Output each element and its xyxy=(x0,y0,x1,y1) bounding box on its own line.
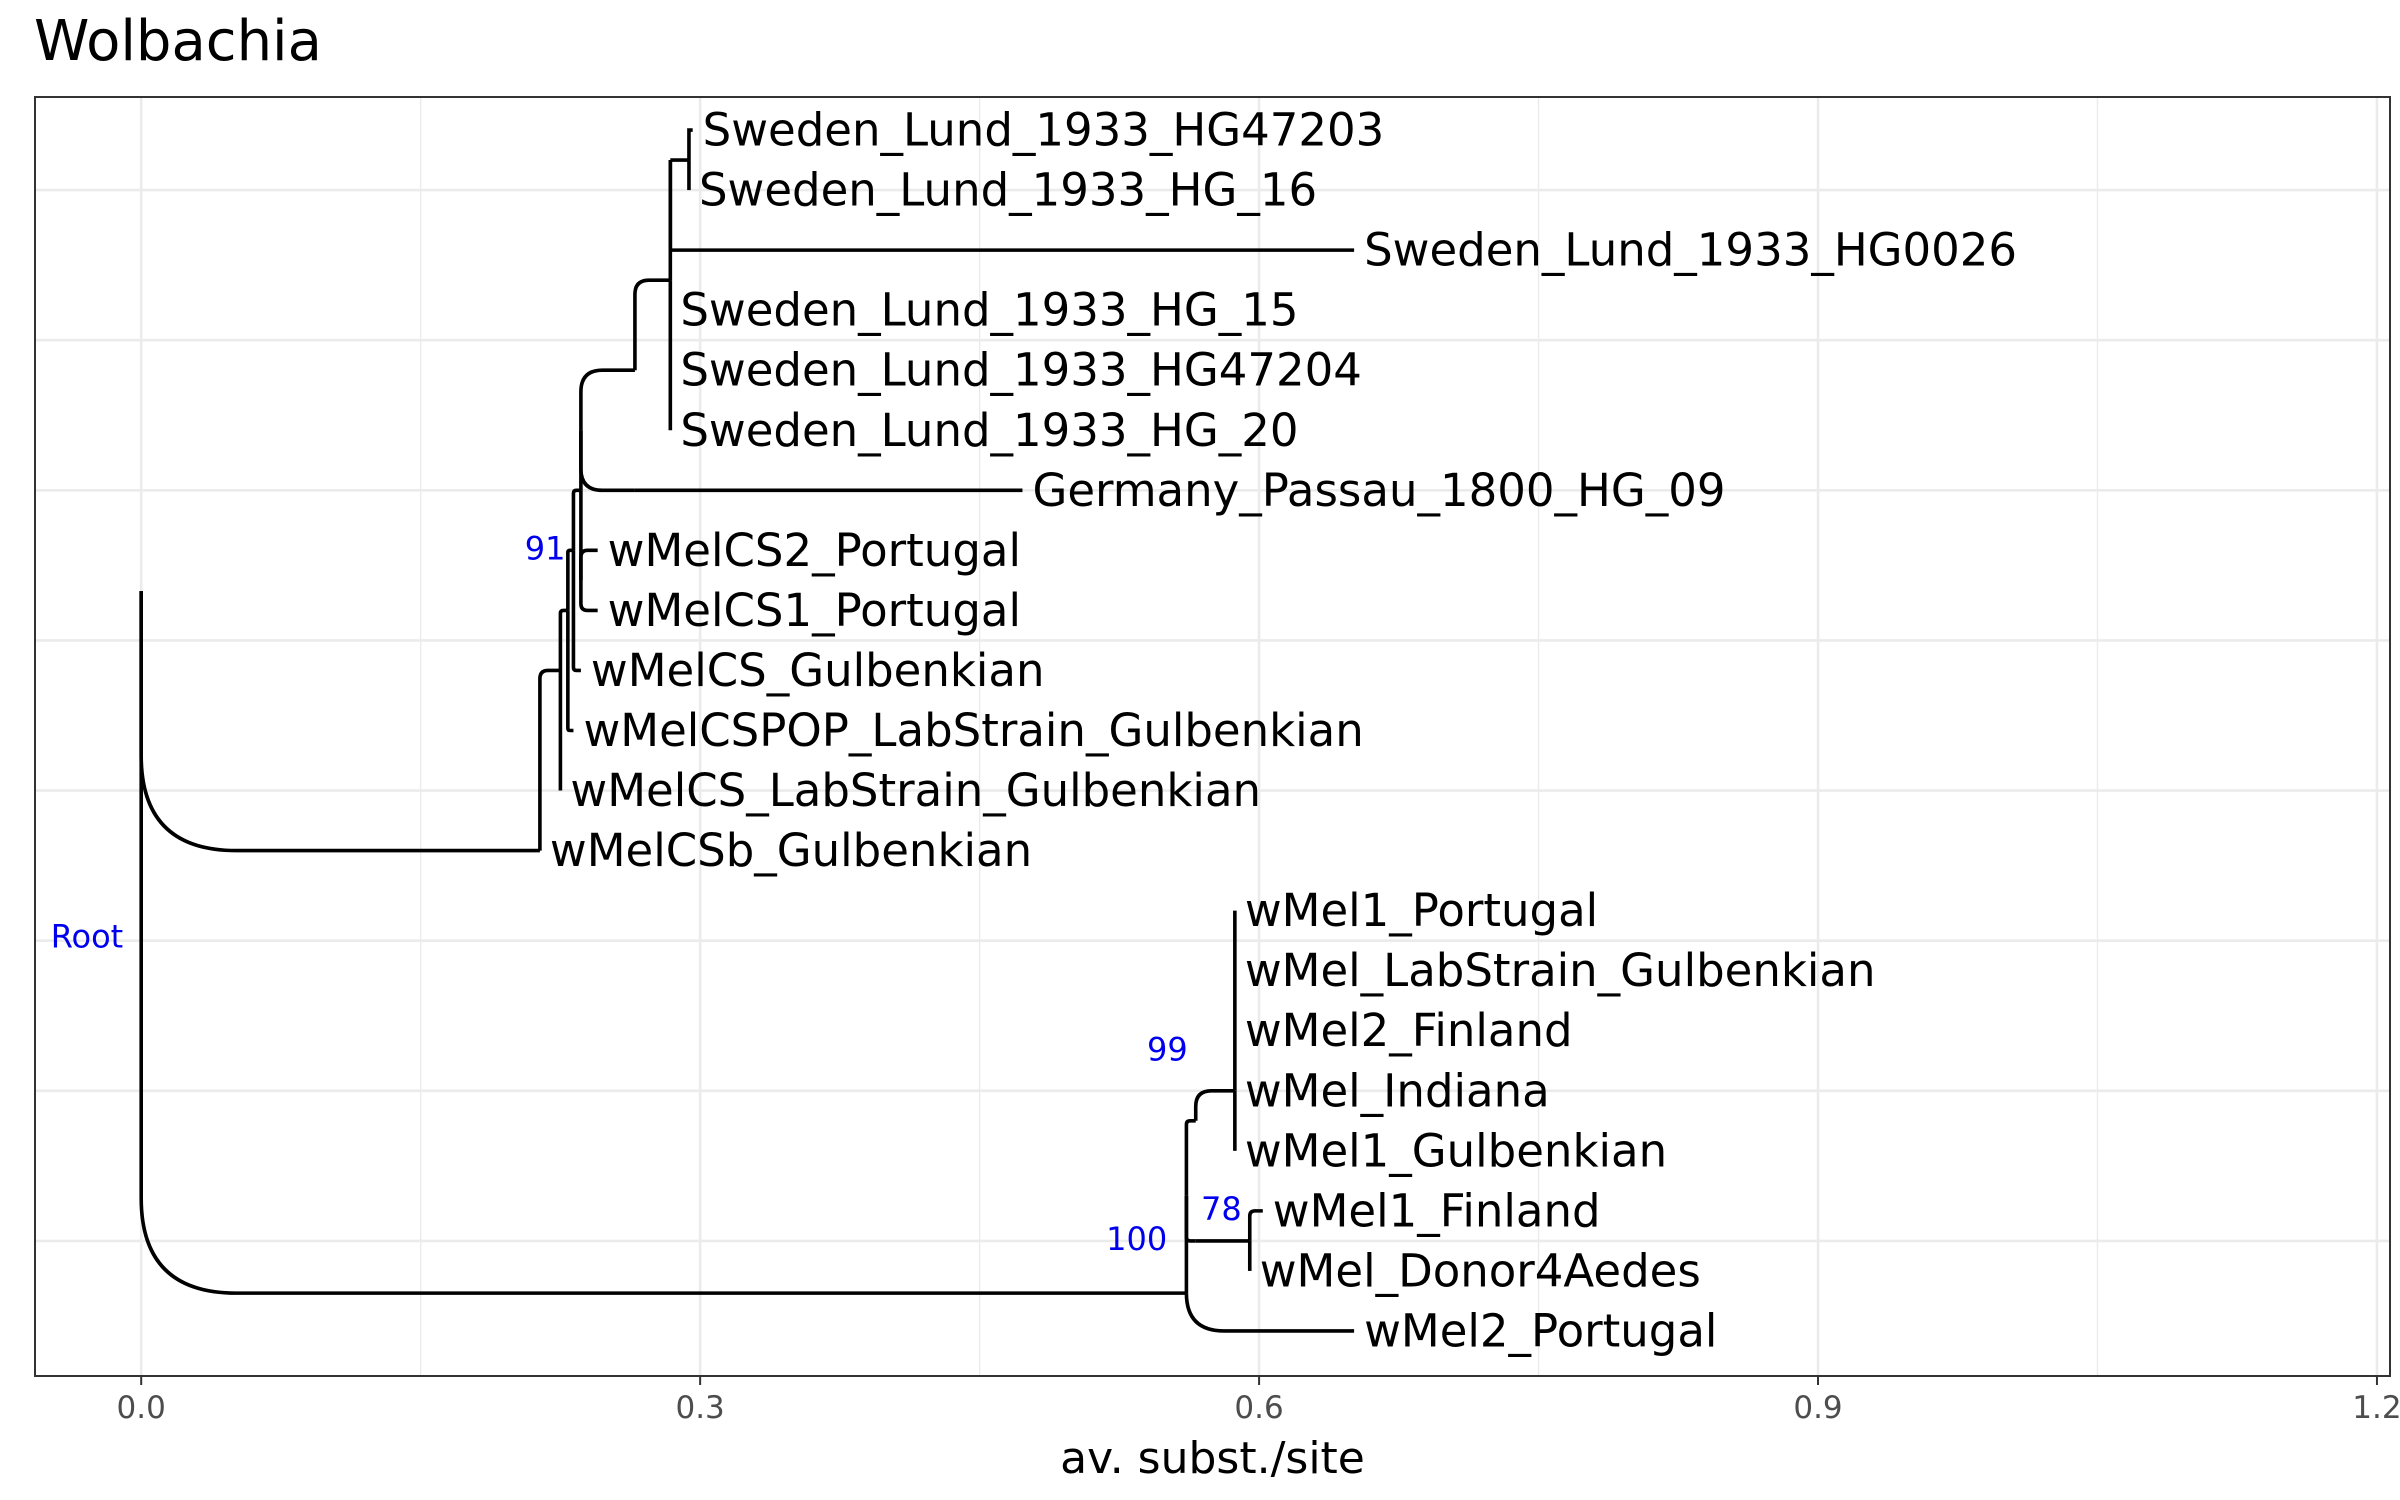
node-support-label: 78 xyxy=(1201,1190,1242,1228)
tree-branch xyxy=(566,548,574,611)
x-tick-label: 0.6 xyxy=(1234,1390,1283,1426)
tip-label: Sweden_Lund_1933_HG_16 xyxy=(699,164,1317,217)
tree-branch xyxy=(538,668,561,761)
tree-branch xyxy=(558,608,568,671)
tree-branch xyxy=(1193,1088,1235,1121)
support-values: Root 91 99 100 78 xyxy=(51,529,1242,1258)
panel-border xyxy=(34,96,2391,1377)
tip-label: wMel2_Finland xyxy=(1245,1004,1573,1057)
tree-branch xyxy=(633,278,671,371)
tip-label: wMel1_Portugal xyxy=(1245,884,1598,937)
tree-branch xyxy=(1184,1119,1196,1196)
tip-label: wMelCSb_Gulbenkian xyxy=(550,824,1032,877)
x-tick-label: 0.3 xyxy=(675,1390,724,1426)
x-tick-label: 0.9 xyxy=(1793,1390,1842,1426)
tree-branch xyxy=(571,550,581,673)
node-support-label: 99 xyxy=(1147,1031,1188,1069)
tip-label: wMelCS_Gulbenkian xyxy=(591,644,1045,697)
tree-branch xyxy=(1247,1209,1263,1241)
tree-branches xyxy=(139,128,1355,1333)
tip-label: Germany_Passau_1800_HG_09 xyxy=(1032,464,1725,517)
tip-label: wMel1_Gulbenkian xyxy=(1245,1124,1667,1177)
plot-title: Wolbachia xyxy=(34,9,322,74)
tree-branch xyxy=(1184,1195,1196,1243)
node-support-label: Root xyxy=(51,917,124,955)
tip-label: wMelCS2_Portugal xyxy=(608,524,1021,577)
tip-labels: Sweden_Lund_1933_HG47203 Sweden_Lund_1933… xyxy=(550,104,2017,1358)
tip-label: Sweden_Lund_1933_HG0026 xyxy=(1364,224,2017,277)
tree-branch xyxy=(687,128,693,161)
tip-label: wMel1_Finland xyxy=(1273,1184,1601,1237)
tree-branch xyxy=(579,580,598,613)
x-axis-title: av. subst./site xyxy=(1060,1433,1365,1484)
tip-label: wMel_Indiana xyxy=(1245,1064,1550,1117)
tree-branch xyxy=(579,368,635,431)
tree-branch xyxy=(139,591,1187,1295)
tree-branch xyxy=(579,548,598,581)
tip-label: Sweden_Lund_1933_HG47204 xyxy=(680,344,1362,397)
x-tick-label: 1.2 xyxy=(2352,1390,2400,1426)
tip-label: wMelCS1_Portugal xyxy=(608,584,1021,637)
tip-label: wMelCS_LabStrain_Gulbenkian xyxy=(570,764,1261,817)
plot-panel xyxy=(35,97,2390,1376)
tip-label: wMel_LabStrain_Gulbenkian xyxy=(1245,944,1876,997)
tip-label: Sweden_Lund_1933_HG_15 xyxy=(680,284,1298,337)
x-tick-label: 0.0 xyxy=(117,1390,166,1426)
tree-branch xyxy=(1184,1293,1355,1333)
tree-branch xyxy=(566,610,574,733)
node-support-label: 91 xyxy=(525,529,566,567)
tip-label: Sweden_Lund_1933_HG_20 xyxy=(680,404,1298,457)
node-support-label: 100 xyxy=(1106,1220,1167,1258)
tip-label: Sweden_Lund_1933_HG47203 xyxy=(703,104,1385,157)
tip-label: wMel_Donor4Aedes xyxy=(1260,1244,1701,1297)
tree-branch xyxy=(571,488,581,551)
tip-label: wMelCSPOP_LabStrain_Gulbenkian xyxy=(583,704,1363,757)
tip-label: wMel2_Portugal xyxy=(1364,1304,1717,1357)
x-axis: 0.0 0.3 0.6 0.9 1.2 xyxy=(117,1376,2400,1426)
tree-branch xyxy=(579,430,635,493)
